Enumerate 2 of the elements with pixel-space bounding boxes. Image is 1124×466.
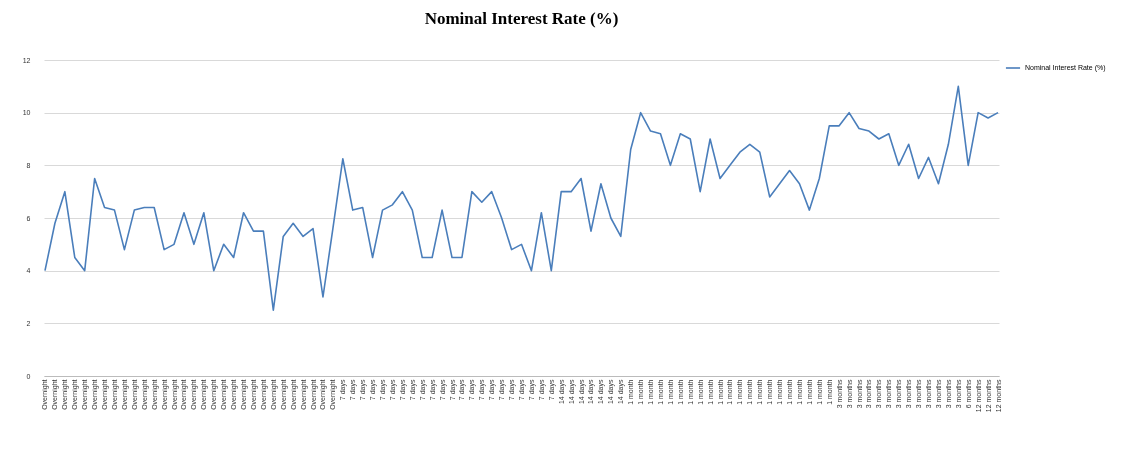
chart-title: Nominal Interest Rate (%) (424, 9, 619, 28)
line-series (44, 85, 999, 311)
